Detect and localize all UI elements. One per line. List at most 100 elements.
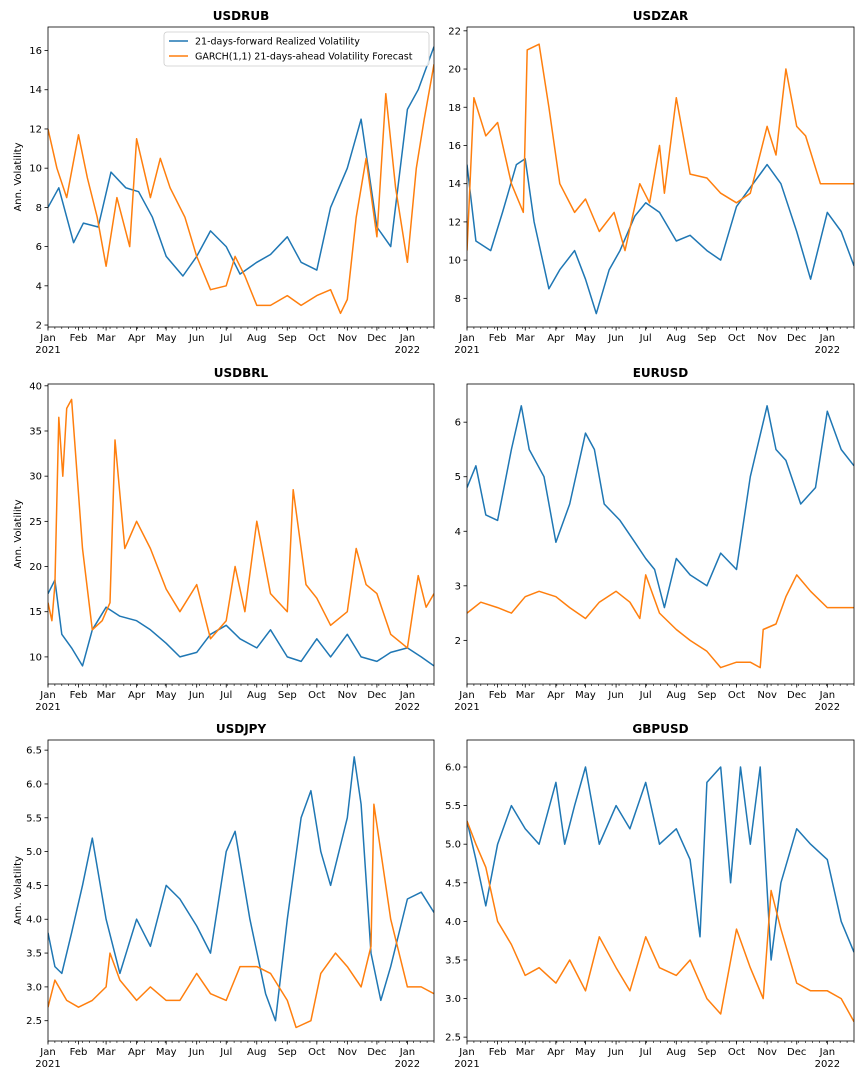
y-tick-label: 12	[448, 217, 461, 228]
x-tick-label: Dec	[367, 690, 386, 701]
x-tick-label: Apr	[547, 690, 565, 701]
x-tick-label: Feb	[489, 690, 507, 701]
x-tick-label: Jun	[607, 1047, 624, 1058]
x-tick-label: Nov	[338, 690, 358, 701]
y-tick-label: 30	[29, 472, 42, 483]
x-tick-label: Jul	[639, 333, 652, 344]
x-tick-label: Apr	[128, 1047, 146, 1058]
chart-title: USDBRL	[214, 366, 269, 380]
year-label: 2022	[815, 1059, 840, 1070]
y-tick-label: 8	[36, 203, 42, 214]
x-tick-label: Jun	[188, 690, 205, 701]
garch-forecast-line-eurusd	[467, 574, 854, 669]
x-tick-label: Aug	[247, 690, 267, 701]
x-tick-label: Nov	[757, 333, 777, 344]
x-tick-label: May	[575, 690, 596, 701]
y-tick-label: 10	[29, 652, 42, 663]
realized-vol-line-eurusd	[467, 405, 854, 609]
x-tick-label: Apr	[128, 333, 146, 344]
x-tick-label: Mar	[516, 333, 536, 344]
x-tick-label: Jul	[219, 333, 232, 344]
x-tick-label: May	[575, 333, 596, 344]
x-tick-label: Jan	[819, 1047, 835, 1058]
x-tick-label: Dec	[787, 333, 806, 344]
y-tick-label: 12	[29, 124, 42, 135]
x-tick-label: Feb	[489, 1047, 507, 1058]
x-tick-label: Sep	[278, 690, 297, 701]
x-tick-label: May	[575, 1047, 596, 1058]
x-tick-label: Aug	[667, 690, 687, 701]
x-tick-label: Mar	[516, 1047, 536, 1058]
x-tick-label: Jan	[458, 333, 474, 344]
y-tick-label: 3	[455, 581, 461, 592]
y-axis-label: Ann. Volatility	[13, 142, 24, 211]
x-tick-label: Jan	[39, 690, 55, 701]
y-tick-label: 40	[29, 381, 42, 392]
axes-frame	[466, 26, 855, 328]
x-tick-label: Jan	[39, 1047, 55, 1058]
x-tick-label: Jun	[607, 333, 624, 344]
year-label: 2022	[815, 345, 840, 356]
x-tick-label: Oct	[728, 333, 745, 344]
y-tick-label: 6.0	[445, 763, 461, 774]
x-tick-label: Jan	[458, 690, 474, 701]
x-tick-label: Oct	[308, 333, 325, 344]
x-tick-label: Dec	[787, 690, 806, 701]
garch-forecast-line-usdzar	[467, 43, 854, 252]
x-tick-label: Mar	[97, 333, 117, 344]
x-tick-label: Jun	[188, 1047, 205, 1058]
x-tick-label: Aug	[667, 333, 687, 344]
x-tick-label: Sep	[697, 690, 716, 701]
x-tick-label: May	[156, 1047, 177, 1058]
axes-frame	[466, 739, 855, 1042]
y-tick-label: 2	[36, 321, 42, 332]
year-label: 2021	[35, 345, 60, 356]
legend: 21-days-forward Realized Volatility GARCH…	[163, 31, 430, 67]
x-tick-label: Oct	[308, 690, 325, 701]
x-tick-label: Nov	[757, 690, 777, 701]
y-tick-label: 8	[455, 294, 461, 305]
y-tick-label: 6	[36, 242, 42, 253]
y-tick-label: 10	[29, 164, 42, 175]
garch-forecast-line-usdbrl	[48, 398, 434, 649]
x-tick-label: May	[156, 690, 177, 701]
x-tick-label: Jan	[819, 333, 835, 344]
year-label: 2022	[395, 1059, 420, 1070]
x-tick-label: Sep	[697, 333, 716, 344]
x-tick-label: Jan	[819, 690, 835, 701]
y-tick-label: 6	[455, 418, 461, 429]
year-label: 2021	[454, 702, 479, 713]
y-tick-label: 20	[29, 562, 42, 573]
y-tick-label: 4	[455, 527, 461, 538]
realized-vol-line-usdjpy	[48, 756, 434, 1022]
y-tick-label: 2	[455, 636, 461, 647]
x-tick-label: Mar	[97, 1047, 117, 1058]
x-tick-label: Aug	[667, 1047, 687, 1058]
x-tick-label: Feb	[70, 1047, 88, 1058]
x-tick-label: Jul	[639, 1047, 652, 1058]
y-tick-label: 16	[448, 141, 461, 152]
x-tick-label: Sep	[278, 1047, 297, 1058]
x-tick-label: Feb	[70, 690, 88, 701]
x-tick-label: Jul	[639, 690, 652, 701]
year-label: 2021	[35, 1059, 60, 1070]
panel-usdbrl: USDBRL 10 15 20 25 30 35 40 Jan Feb Mar Apr May Jun Ju…	[13, 366, 435, 713]
y-tick-label: 14	[448, 179, 461, 190]
x-tick-label: Oct	[728, 690, 745, 701]
y-tick-label: 18	[448, 103, 461, 114]
x-tick-label: Sep	[697, 1047, 716, 1058]
year-label: 2021	[35, 702, 60, 713]
y-tick-label: 15	[29, 607, 42, 618]
legend-label: GARCH(1,1) 21-days-ahead Volatility Fore…	[195, 52, 413, 63]
y-tick-label: 20	[448, 65, 461, 76]
x-tick-label: Oct	[728, 1047, 745, 1058]
year-label: 2021	[454, 1059, 479, 1070]
x-tick-label: Dec	[367, 333, 386, 344]
x-tick-label: Jul	[219, 1047, 232, 1058]
year-label: 2022	[395, 345, 420, 356]
y-tick-label: 4	[36, 281, 42, 292]
y-tick-label: 6.0	[26, 779, 42, 790]
y-tick-label: 2.5	[26, 1016, 42, 1027]
y-tick-label: 4.5	[26, 881, 42, 892]
